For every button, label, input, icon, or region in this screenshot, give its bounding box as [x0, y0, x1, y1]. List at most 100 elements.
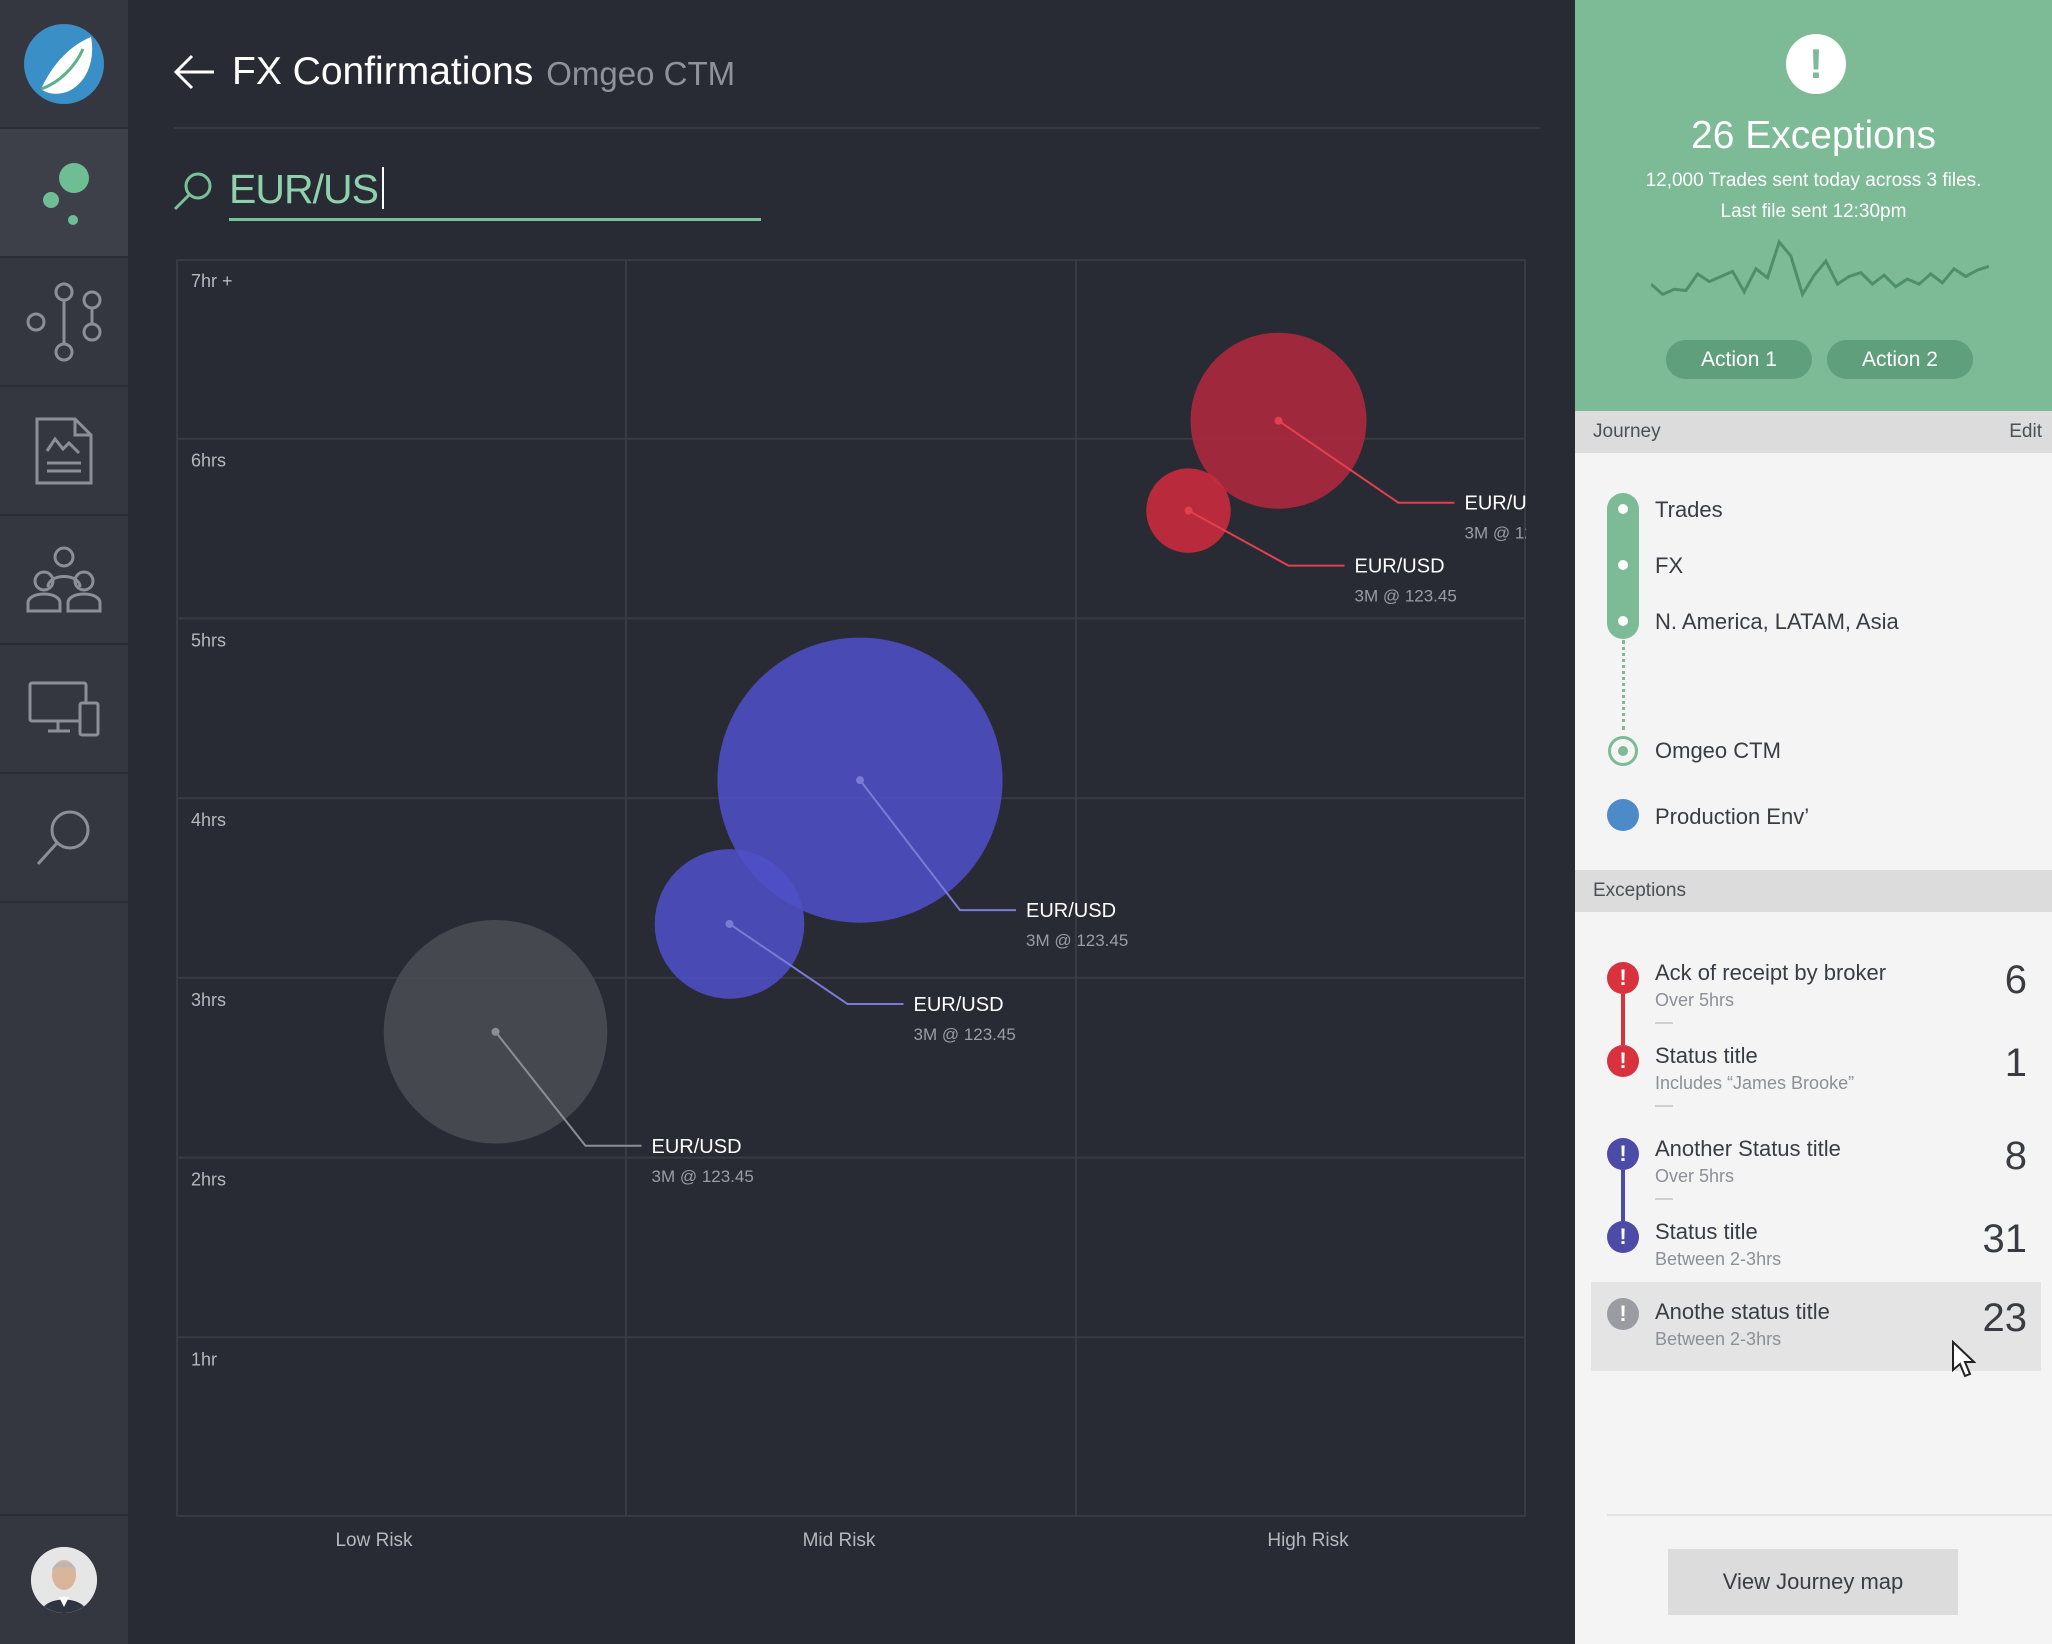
flow-icon	[26, 282, 102, 361]
exception-alert-icon: !	[1607, 962, 1639, 994]
journey-track	[1607, 493, 1639, 639]
page-header: FX Confirmations Omgeo CTM	[170, 44, 735, 100]
exception-group-connector	[1621, 1160, 1625, 1228]
bubble-detail: 3M @ 123.45	[914, 1025, 1016, 1044]
devices-icon	[28, 681, 100, 736]
exceptions-count: 26 Exceptions	[1691, 114, 1936, 157]
details-panel: ! 26 Exceptions 12,000 Trades sent today…	[1575, 0, 2052, 1644]
bubble-detail: 3M @ 123.45	[652, 1167, 754, 1186]
y-tick-label: 7hr +	[191, 271, 233, 291]
search-input[interactable]: EUR/US	[229, 166, 384, 213]
exception-alert-icon: !	[1607, 1045, 1639, 1077]
exception-alert-icon: !	[1607, 1221, 1639, 1253]
exception-title: Ack of receipt by broker	[1655, 960, 1887, 985]
journey-step-dot	[1618, 616, 1628, 626]
bubble-label: EUR/USD	[914, 994, 1004, 1016]
exception-subtitle: Over 5hrs	[1655, 990, 1735, 1010]
bubble-detail: 3M @ 123.45	[1026, 931, 1128, 950]
search-field[interactable]: EUR/US	[172, 162, 762, 222]
exception-count: 6	[2004, 958, 2027, 1002]
journey-step-regions[interactable]: N. America, LATAM, Asia	[1655, 609, 1899, 634]
bubble-leader-line	[728, 923, 904, 1005]
back-arrow-icon[interactable]	[170, 52, 218, 92]
journey-endpoint[interactable]: Omgeo CTM	[1655, 738, 1781, 763]
exception-subtitle: Includes “James Brooke”	[1655, 1073, 1855, 1093]
exception-item[interactable]: ! Another Status title Over 5hrs 8	[1591, 1130, 2041, 1216]
journey-endpoint-icon	[1608, 736, 1638, 766]
search-underline	[229, 218, 761, 221]
exception-count: 8	[2004, 1134, 2027, 1178]
logo-icon	[24, 23, 104, 104]
exception-item[interactable]: ! Status title Between 2-3hrs 31	[1591, 1213, 2041, 1299]
bubble-leader-line	[859, 779, 1016, 912]
exception-title: Another Status title	[1655, 1136, 1841, 1161]
bubble-label: EUR/USD	[1355, 556, 1445, 578]
bubble-label: EUR/USD	[1026, 900, 1116, 922]
text-caret	[381, 167, 384, 209]
journey-step-trades[interactable]: Trades	[1655, 497, 1723, 522]
edit-link[interactable]: Edit	[2009, 421, 2042, 442]
y-tick-label: 5hrs	[191, 630, 226, 650]
exception-subtitle: Over 5hrs	[1655, 1166, 1735, 1186]
exception-item[interactable]: ! Status title Includes “James Brooke” 1	[1591, 1037, 2041, 1123]
chart-frame	[176, 259, 1526, 1517]
nav-rail	[0, 0, 128, 1644]
journey-step-fx[interactable]: FX	[1655, 553, 1684, 578]
journey-environment[interactable]: Production Env’	[1655, 804, 1810, 829]
journey-section-header: Journey Edit	[1575, 411, 2052, 453]
bubble-leader-line	[494, 1031, 642, 1147]
sparkline-path	[1651, 238, 1989, 298]
y-tick-label: 4hrs	[191, 810, 226, 830]
exceptions-section-header: Exceptions	[1575, 870, 2052, 912]
action-1-button[interactable]: Action 1	[1666, 340, 1812, 379]
x-axis-label-mid: Mid Risk	[802, 1530, 876, 1551]
nav-documents[interactable]	[0, 387, 128, 516]
environment-dot-icon	[1607, 799, 1639, 831]
exceptions-heading: Exceptions	[1593, 880, 1686, 901]
panel-divider	[1607, 1514, 2052, 1516]
risk-time-chart: 7hr + 6hrs 5hrs 4hrs 3hrs 2hrs 1hr EUR/USD 3M @ …	[176, 259, 1526, 1517]
x-axis-label-high: High Risk	[1267, 1530, 1349, 1551]
journey-heading: Journey	[1593, 421, 1661, 442]
exception-subtitle: Between 2-3hrs	[1655, 1329, 1782, 1349]
nav-bubble-chart[interactable]	[0, 129, 128, 258]
view-journey-map-button[interactable]: View Journey map	[1668, 1549, 1958, 1615]
y-tick-label: 1hr	[191, 1349, 217, 1369]
nav-team[interactable]	[0, 516, 128, 645]
exception-alert-icon: !	[1607, 1298, 1639, 1330]
app-logo[interactable]	[0, 0, 128, 129]
document-icon	[35, 417, 93, 484]
bubble-center-dot	[1184, 506, 1193, 515]
summary-line-1: 12,000 Trades sent today across 3 files.	[1645, 170, 1982, 191]
action-2-button[interactable]: Action 2	[1827, 340, 1973, 379]
journey-step-dot	[1618, 560, 1628, 570]
exception-item[interactable]: ! Ack of receipt by broker Over 5hrs 6	[1591, 954, 2041, 1040]
journey-connector	[1622, 640, 1625, 730]
journey-step-dot	[1618, 504, 1628, 514]
exception-subtitle: Between 2-3hrs	[1655, 1249, 1782, 1269]
exception-title: Anothe status title	[1655, 1299, 1830, 1324]
avatar	[31, 1547, 97, 1613]
avatar-photo	[31, 1547, 97, 1613]
exceptions-summary: ! 26 Exceptions 12,000 Trades sent today…	[1575, 0, 2052, 411]
header-divider	[174, 127, 1540, 129]
page-title: FX Confirmations	[232, 50, 534, 93]
exception-title: Status title	[1655, 1219, 1758, 1244]
summary-line-2: Last file sent 12:30pm	[1720, 201, 1907, 222]
exception-count: 1	[2004, 1041, 2027, 1085]
user-profile[interactable]	[0, 1514, 128, 1644]
team-icon	[26, 546, 102, 612]
bubble-label: EUR/USD	[652, 1136, 742, 1158]
page-subtitle: Omgeo CTM	[546, 55, 736, 92]
nav-devices[interactable]	[0, 645, 128, 774]
bubble-leader-line	[1277, 419, 1455, 504]
mouse-cursor-icon	[1952, 1340, 1976, 1378]
exception-count: 23	[1982, 1296, 2028, 1340]
exception-divider	[1655, 1022, 1673, 1024]
y-tick-label: 3hrs	[191, 990, 226, 1010]
nav-search[interactable]	[0, 774, 128, 903]
bubble-detail: 3M @ 123.45	[1355, 587, 1457, 606]
bubble-chart-icon	[43, 162, 89, 225]
nav-flow[interactable]	[0, 258, 128, 387]
